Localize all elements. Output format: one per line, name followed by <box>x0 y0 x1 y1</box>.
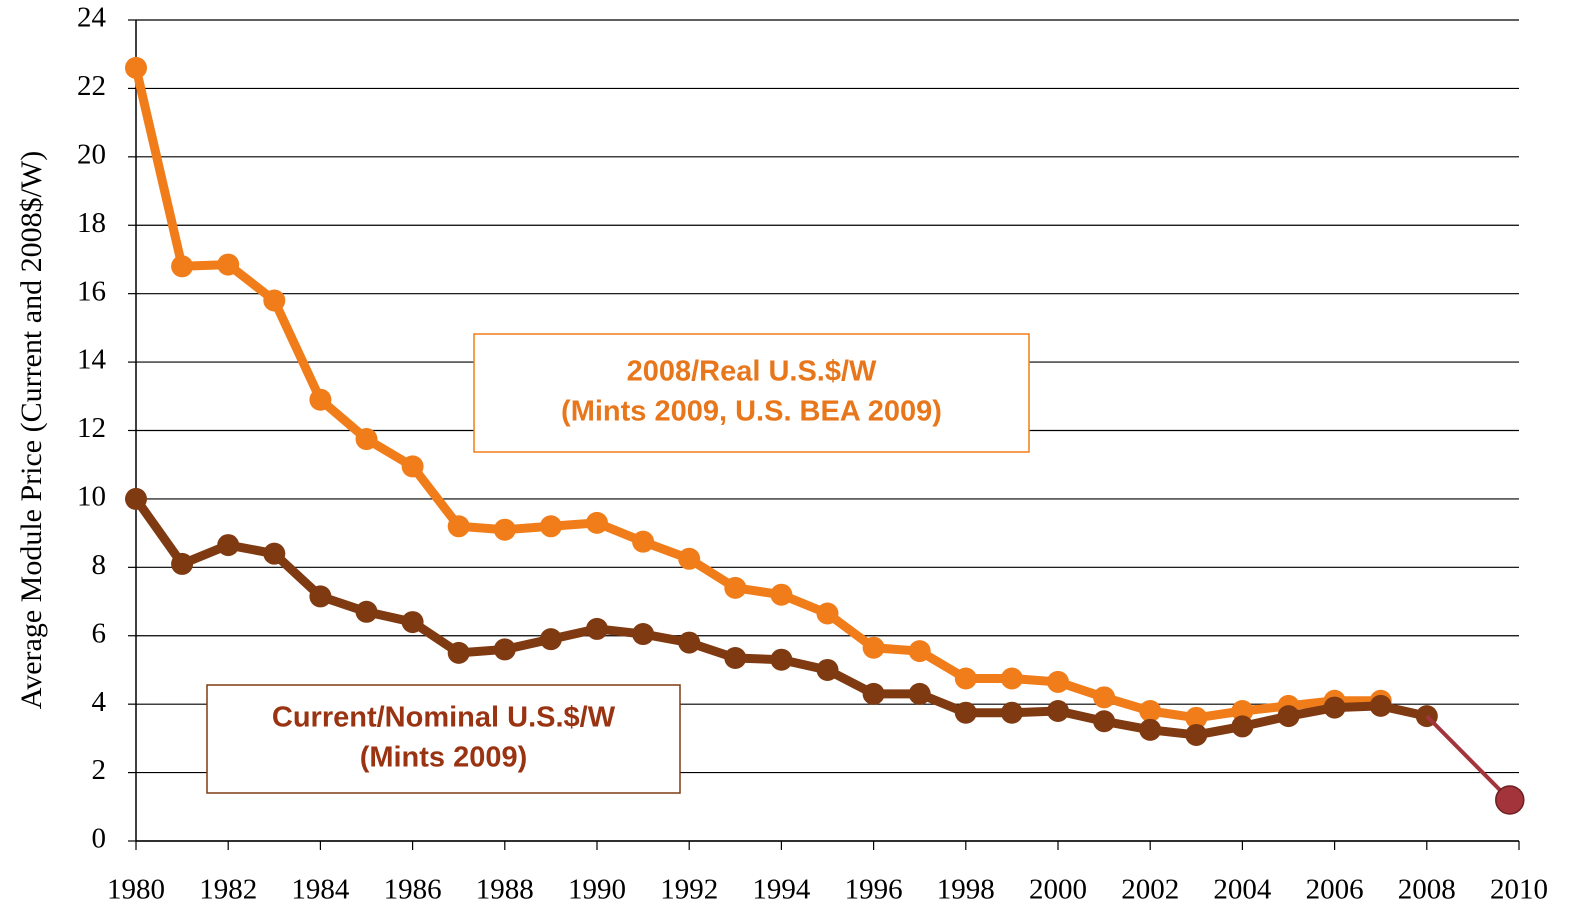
data-point <box>309 388 332 411</box>
data-point <box>1185 706 1208 729</box>
data-point <box>632 530 655 553</box>
x-tick-label: 1990 <box>568 874 626 906</box>
series-line <box>1425 714 1512 802</box>
data-point <box>401 611 424 634</box>
x-tick-label: 1988 <box>476 874 534 906</box>
data-point <box>1185 723 1208 746</box>
x-tick-label: 2006 <box>1306 874 1364 906</box>
data-point <box>586 617 608 640</box>
data-point <box>355 600 378 623</box>
data-point <box>632 623 655 646</box>
data-point <box>1000 701 1023 724</box>
y-tick-label: 16 <box>77 275 106 307</box>
data-point <box>862 682 885 705</box>
data-point <box>125 487 147 510</box>
x-tick-label: 1994 <box>752 874 811 906</box>
data-point <box>1495 785 1525 815</box>
y-tick-label: 0 <box>92 823 107 855</box>
data-point <box>954 667 977 690</box>
y-tick-label: 22 <box>77 70 106 102</box>
data-point <box>1093 686 1116 709</box>
data-point <box>493 638 516 661</box>
data-point <box>171 255 194 278</box>
data-point <box>1369 694 1392 717</box>
data-point <box>1139 718 1162 741</box>
data-point <box>447 641 470 664</box>
data-point <box>263 542 286 565</box>
x-tick-label: 1982 <box>199 874 257 906</box>
data-point <box>1323 696 1346 719</box>
x-tick-label: 2004 <box>1213 874 1272 906</box>
data-point <box>447 515 470 538</box>
x-tick-label: 2000 <box>1029 874 1087 906</box>
data-point <box>586 511 608 534</box>
data-point <box>217 253 240 276</box>
legend-box <box>473 333 1030 453</box>
data-point <box>263 289 286 312</box>
data-point <box>1231 715 1254 738</box>
data-point <box>678 547 701 570</box>
x-tick-label: 1986 <box>384 874 442 906</box>
y-tick-label: 18 <box>77 207 106 239</box>
data-point <box>724 646 747 669</box>
y-tick-label: 12 <box>77 412 106 444</box>
data-point <box>678 631 701 654</box>
data-point <box>171 552 194 575</box>
data-point <box>1139 700 1162 723</box>
data-point <box>1231 700 1254 723</box>
legend-box <box>206 684 681 794</box>
x-tick-label: 2010 <box>1490 874 1548 906</box>
data-point <box>1000 667 1023 690</box>
data-point <box>355 428 378 451</box>
y-tick-label: 10 <box>77 481 106 513</box>
x-tick-label: 1996 <box>845 874 903 906</box>
x-tick-label: 2002 <box>1121 874 1179 906</box>
data-point <box>816 658 839 681</box>
data-point <box>770 583 793 606</box>
x-tick-label: 1998 <box>937 874 995 906</box>
legend-note: (Mints 2009, U.S. BEA 2009) <box>561 396 942 428</box>
data-point <box>125 56 147 79</box>
data-point <box>816 602 839 625</box>
data-point <box>401 455 424 478</box>
data-point <box>1047 670 1069 693</box>
y-tick-label: 6 <box>92 617 107 649</box>
y-tick-label: 2 <box>92 754 107 786</box>
data-point <box>309 585 332 608</box>
x-tick-label: 1984 <box>291 874 350 906</box>
data-point <box>539 628 562 651</box>
x-tick-label: 2008 <box>1398 874 1456 906</box>
data-point <box>908 640 931 663</box>
y-tick-label: 24 <box>77 2 107 34</box>
x-tick-label: 1980 <box>107 874 165 906</box>
x-tick-label: 1992 <box>660 874 718 906</box>
data-point <box>770 648 793 671</box>
data-point <box>954 701 977 724</box>
data-point <box>493 518 516 541</box>
y-axis-label: Average Module Price (Current and 2008$/… <box>15 151 48 709</box>
y-tick-label: 8 <box>92 549 107 581</box>
data-point <box>1093 710 1116 733</box>
legend-label: Current/Nominal U.S.$/W <box>272 702 616 734</box>
data-point <box>1047 700 1069 723</box>
data-point <box>908 682 931 705</box>
y-tick-label: 4 <box>92 686 107 718</box>
data-point <box>1277 705 1300 728</box>
data-point <box>862 636 885 659</box>
y-tick-label: 14 <box>77 344 107 376</box>
y-tick-label: 20 <box>77 138 106 170</box>
series-line <box>131 66 1381 723</box>
data-point <box>539 515 562 538</box>
data-point <box>217 534 240 557</box>
legend-note: (Mints 2009) <box>360 742 528 774</box>
data-point <box>724 576 747 599</box>
legend-label: 2008/Real U.S.$/W <box>627 356 877 388</box>
